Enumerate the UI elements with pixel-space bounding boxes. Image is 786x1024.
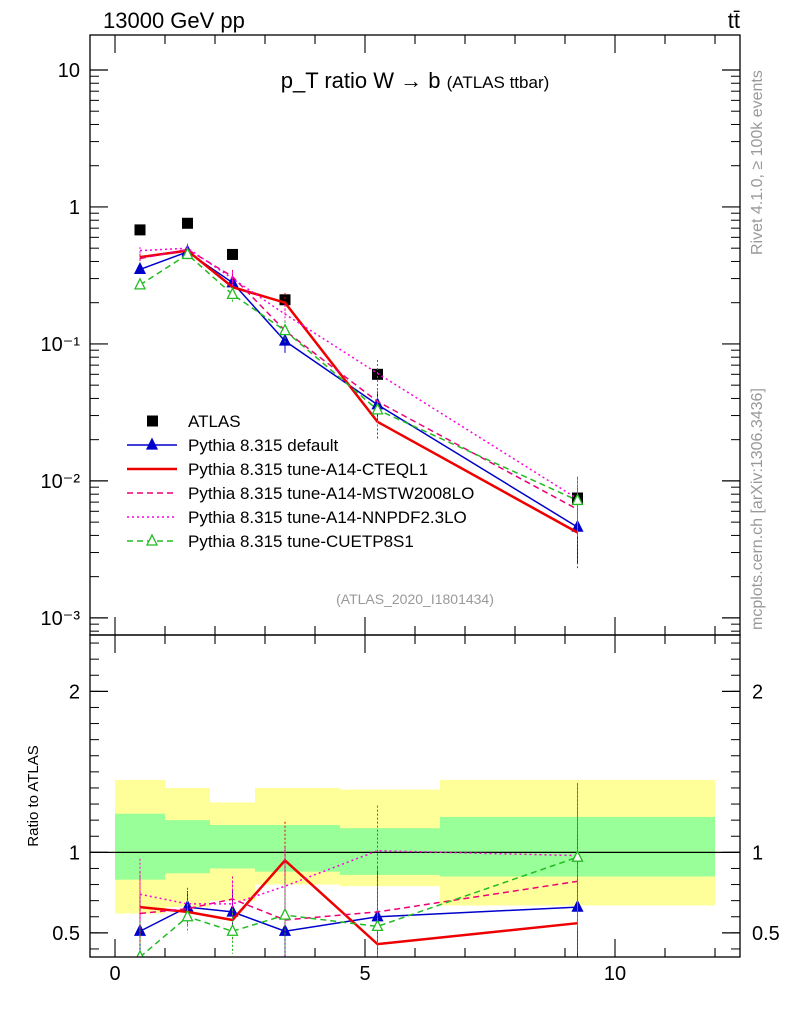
legend-marker: [145, 533, 159, 546]
ratio-series-line: [139, 858, 578, 946]
series-line: [139, 249, 579, 534]
legend-marker: [147, 415, 158, 427]
uncertainty-band-inner: [115, 813, 165, 880]
atlas-data-point: [372, 368, 383, 380]
legend-entry: Pythia 8.315 default: [127, 436, 339, 455]
y-tick-label: 10: [58, 60, 80, 82]
ratio-series-group: [133, 783, 584, 957]
ratio-y-tick-label-right: 0.5: [752, 923, 780, 945]
atlas-data-point: [227, 248, 238, 260]
x-tick-label: 0: [109, 963, 120, 985]
ratio-y-tick-label: 1: [69, 842, 80, 864]
atlas-data-point: [279, 294, 291, 306]
uncertainty-band-inner: [255, 824, 340, 872]
data-marker: [278, 323, 292, 336]
legend-marker: [145, 437, 159, 450]
collision-label: 13000 GeV pp: [103, 8, 245, 33]
ratio-y-tick-label-right: 1: [752, 842, 763, 864]
legend-entry: Pythia 8.315 tune-A14-NNPDF2.3LO: [127, 508, 467, 527]
atlas-data-point: [134, 224, 146, 236]
x-tick-label: 10: [604, 963, 626, 985]
ratio-series-line: [139, 880, 578, 921]
data-marker: [571, 492, 584, 506]
legend-entry: Pythia 8.315 tune-CUETP8S1: [127, 532, 414, 551]
ratio-marker: [181, 909, 194, 922]
ratio-y-tick-label: 2: [69, 681, 80, 703]
chart-title-note: (ATLAS ttbar): [447, 73, 550, 92]
legend-label: Pythia 8.315 default: [188, 436, 339, 455]
series-5: [133, 246, 584, 537]
legend-label: Pythia 8.315 tune-A14-CTEQL1: [188, 460, 428, 479]
series-line: [139, 251, 578, 528]
y-tick-label: 10⁻³: [41, 608, 81, 630]
data-marker: [371, 402, 384, 415]
x-tick-label: 5: [359, 963, 370, 985]
uncertainty-band-inner: [165, 820, 210, 874]
ratio-series-line: [139, 856, 578, 957]
y-tick-label: 10⁻²: [41, 471, 81, 493]
ratio-panel: 0.5 0.5 1 1 2 2 0 5 10 Ratio to ATLAS: [25, 635, 780, 985]
y-tick-label: 1: [69, 197, 80, 219]
ratio-y-tick-label-right: 2: [752, 681, 763, 703]
ratio-series-4: [136, 784, 584, 957]
ratio-marker: [571, 849, 584, 862]
legend-entry: Pythia 8.315 tune-A14-CTEQL1: [127, 460, 428, 479]
data-marker: [133, 277, 147, 290]
legend-label: Pythia 8.315 tune-CUETP8S1: [188, 532, 414, 551]
data-marker: [181, 246, 194, 260]
series-line: [139, 248, 578, 511]
atlas-data-point: [182, 217, 193, 229]
chart-title: p_T ratio W → b (ATLAS ttbar): [281, 68, 550, 93]
legend-label: Pythia 8.315 tune-A14-NNPDF2.3LO: [188, 508, 467, 527]
ratio-marker: [278, 907, 292, 920]
data-marker: [133, 261, 147, 275]
data-marker: [278, 333, 292, 346]
mcplots-label: mcplots.cern.ch [arXiv:1306.3436]: [749, 388, 766, 630]
ratio-series-line: [139, 849, 578, 905]
analysis-id-label: (ATLAS_2020_I1801434): [336, 591, 494, 607]
legend-label: Pythia 8.315 tune-A14-MSTW2008LO: [188, 484, 474, 503]
process-label: tt̄: [728, 8, 740, 33]
ratio-marker: [371, 918, 384, 932]
main-panel: 10 1 10⁻¹ 10⁻² 10⁻³ p_T ratio W → b (ATLAS tt…: [41, 35, 740, 635]
ratio-marker: [136, 949, 144, 957]
y-tick-label: 10⁻¹: [41, 334, 81, 356]
data-marker: [226, 286, 239, 300]
ratio-marker: [226, 923, 239, 936]
legend-entry: ATLAS: [147, 412, 241, 431]
ratio-y-tick-label: 0.5: [52, 923, 80, 945]
ratio-y-axis-label: Ratio to ATLAS: [25, 745, 42, 846]
uncertainty-band-inner: [210, 824, 255, 869]
legend-entry: Pythia 8.315 tune-A14-MSTW2008LO: [127, 484, 474, 503]
rivet-version-label: Rivet 4.1.0, ≥ 100k events: [749, 70, 766, 255]
ratio-frame: [89, 634, 741, 958]
legend-label: ATLAS: [188, 412, 241, 431]
